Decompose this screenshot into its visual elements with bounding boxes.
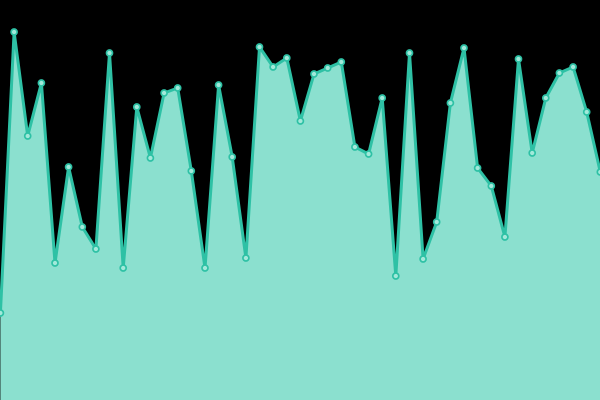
data-point-marker[interactable] <box>173 84 182 92</box>
data-point-marker[interactable] <box>323 64 332 72</box>
data-point-marker[interactable] <box>105 49 114 57</box>
data-point-marker[interactable] <box>187 167 196 175</box>
data-point-marker[interactable] <box>37 79 46 87</box>
data-point-marker[interactable] <box>541 94 550 102</box>
data-point-marker[interactable] <box>405 49 414 57</box>
data-point-marker[interactable] <box>501 233 509 241</box>
data-point-marker[interactable] <box>23 132 32 140</box>
data-point-marker[interactable] <box>119 264 128 272</box>
data-point-marker[interactable] <box>310 70 318 78</box>
data-point-marker[interactable] <box>432 218 441 226</box>
data-point-marker[interactable] <box>214 81 223 89</box>
data-point-marker[interactable] <box>269 63 277 71</box>
data-point-marker[interactable] <box>528 149 537 157</box>
data-point-marker[interactable] <box>78 223 87 231</box>
data-point-marker[interactable] <box>337 58 346 66</box>
data-point-marker[interactable] <box>569 63 577 71</box>
data-point-marker[interactable] <box>132 103 141 111</box>
data-point-marker[interactable] <box>255 43 264 51</box>
data-point-marker[interactable] <box>487 182 496 190</box>
data-point-marker[interactable] <box>201 264 209 272</box>
data-point-marker[interactable] <box>419 255 427 263</box>
data-point-marker[interactable] <box>473 164 482 172</box>
data-point-marker[interactable] <box>228 153 237 161</box>
data-point-marker[interactable] <box>514 55 523 63</box>
data-point-marker[interactable] <box>282 54 291 62</box>
data-point-marker[interactable] <box>446 99 455 107</box>
data-point-marker[interactable] <box>242 254 250 262</box>
data-point-marker[interactable] <box>64 163 73 171</box>
data-point-marker[interactable] <box>146 154 155 162</box>
data-point-marker[interactable] <box>555 69 564 77</box>
data-point-marker[interactable] <box>0 309 5 317</box>
data-point-marker[interactable] <box>596 168 600 176</box>
data-point-marker[interactable] <box>51 259 59 267</box>
data-point-marker[interactable] <box>92 245 100 253</box>
data-point-marker[interactable] <box>460 44 468 52</box>
data-point-marker[interactable] <box>391 272 400 280</box>
area-fill <box>0 32 600 400</box>
data-point-marker[interactable] <box>160 89 168 97</box>
data-point-marker[interactable] <box>351 143 359 151</box>
data-point-marker[interactable] <box>378 94 387 102</box>
data-point-marker[interactable] <box>582 108 591 116</box>
data-point-marker[interactable] <box>296 117 305 125</box>
data-point-marker[interactable] <box>364 150 373 158</box>
data-point-marker[interactable] <box>10 28 18 36</box>
